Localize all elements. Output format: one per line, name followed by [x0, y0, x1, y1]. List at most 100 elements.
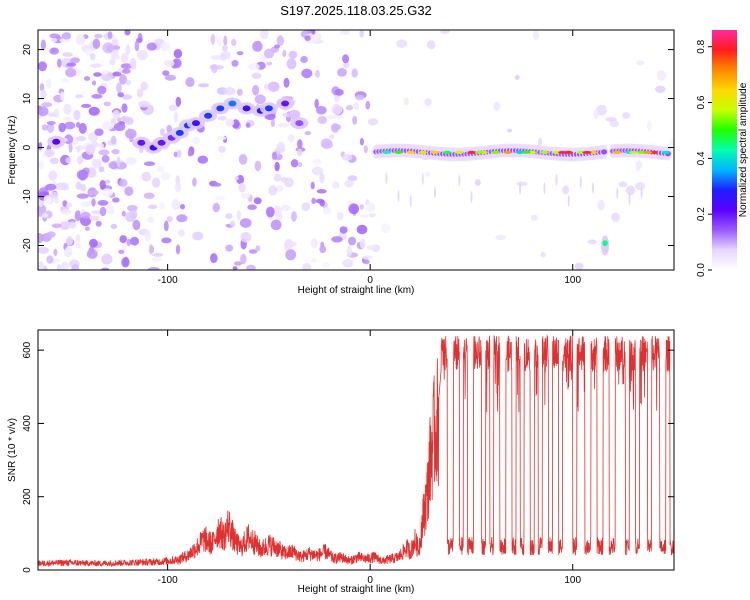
spectrogram-cell [163, 59, 175, 68]
spectrogram-cell [346, 246, 353, 257]
spectrogram-cell [360, 214, 369, 218]
spectrogram-cell [51, 223, 62, 229]
spectrogram-cell [157, 139, 166, 146]
spectrogram-cell [136, 37, 143, 43]
spectrogram-cell [43, 195, 52, 205]
spectrogram-cell [173, 111, 179, 123]
spectrogram-cell [94, 128, 104, 136]
spectrogram-cell [312, 158, 322, 165]
spectrogram-cell [116, 156, 121, 168]
spectrogram-cell [80, 215, 92, 226]
spectrogram-cell [117, 67, 123, 73]
spectrogram-cell [288, 50, 298, 59]
spectrogram-cell [359, 204, 364, 210]
spectrogram-cell [252, 85, 260, 96]
spectrogram-cell [355, 94, 365, 101]
spectrogram-cell [91, 158, 102, 169]
spectrogram-cell [661, 150, 670, 154]
spectrogram-cell [76, 146, 81, 153]
spectrogram-cell [103, 101, 111, 107]
spectrogram-cell [596, 104, 607, 116]
spectrogram-cell [332, 181, 340, 189]
spectrogram-cell [567, 195, 570, 207]
spectrogram-cell [431, 150, 439, 154]
spectrogram-cell [125, 157, 137, 165]
spectrogram-cell [406, 150, 415, 154]
spectrogram-cell [421, 172, 424, 185]
spectrogram-cell [101, 155, 110, 163]
snr-y-axis-title: SNR (10 * v/v) [7, 418, 18, 482]
spectrogram-cell [204, 112, 213, 119]
spectrogram-cell [216, 136, 227, 141]
spectrogram-cell [348, 236, 357, 246]
spectrogram-cell [129, 209, 138, 219]
spectrogram-cell [260, 30, 269, 40]
spectrogram-cell [99, 206, 107, 217]
spectrogram-cell [56, 182, 69, 187]
spectrogram-cell [310, 238, 318, 249]
spectrogram-cell [41, 124, 49, 131]
spectrogram-cell [528, 150, 537, 154]
spectrogram-cell [424, 171, 431, 177]
spectrogram-cell [46, 121, 56, 125]
spectrogram-cell [267, 81, 280, 92]
spectrogram-cell [302, 262, 312, 270]
spectrogram-cell [176, 149, 182, 158]
spectrogram-cell [70, 57, 80, 64]
spectrogram-cell [210, 253, 218, 264]
spectrogram-cell [176, 214, 188, 223]
spectrogram-cell [574, 262, 584, 270]
spectrogram-cell [91, 198, 96, 207]
spectrogram-cell [87, 189, 99, 196]
spectrogram-cell [274, 44, 281, 49]
spectrogram-cell [315, 105, 327, 115]
spectrogram-cell [359, 238, 366, 249]
spectrogram-cell [331, 236, 343, 243]
spectrogram-cell [147, 216, 155, 224]
spectrogram-cell [71, 263, 80, 270]
spectrogram-cell [443, 150, 452, 154]
spectrogram-cell [88, 106, 100, 116]
spectrogram-cell [362, 255, 373, 260]
spectrogram-cell [83, 76, 91, 81]
spectrogram-cell [164, 74, 177, 81]
spectrogram-cell [394, 150, 403, 154]
spectrogram-cell [98, 166, 105, 173]
spectrogram-cell [101, 267, 110, 270]
spectrogram-cell [317, 116, 327, 124]
snr-frame [37, 329, 675, 571]
spectrogram-cell [245, 122, 251, 128]
spectrogram-cell [163, 220, 169, 232]
spectrogram-cell [78, 122, 87, 134]
spectrogram-cell [210, 33, 215, 45]
spectrogram-cell [46, 231, 56, 238]
spectrogram-cell [138, 100, 151, 108]
spectrogram-cell [38, 142, 43, 151]
colorbar: 0.0 0.2 0.4 0.6 0.8 Normalized spectral ampl… [696, 30, 749, 277]
spectrogram-cell [129, 57, 137, 68]
spectrogram-cell [618, 181, 628, 188]
spectrogram-cell [231, 59, 239, 67]
spectrogram-cell [111, 148, 120, 155]
spectrogram-cell [229, 220, 236, 227]
spectrogram-cell [592, 181, 594, 194]
spectrogram-cell [53, 248, 58, 256]
x-tick-label: 100 [564, 275, 581, 286]
spectrogram-cell [80, 183, 87, 192]
spectrogram-cell [234, 261, 242, 266]
spectrogram-cell [365, 100, 371, 110]
spectrogram-cell [192, 177, 197, 187]
spectrogram-cell [102, 42, 114, 54]
spectrogram-cell [91, 94, 103, 99]
spectrogram-cell [65, 67, 77, 78]
spectrogram-cell [175, 244, 181, 255]
spectrogram-cell [649, 150, 658, 154]
spectrogram-cell [239, 218, 252, 228]
spectrogram-cell [38, 246, 50, 254]
spectrogram-cell [367, 118, 378, 126]
spectrogram-cell [125, 79, 132, 86]
spectrogram-cell [277, 122, 289, 128]
spectrogram-frame [37, 29, 675, 271]
spectrogram-cell [161, 237, 172, 244]
spectrogram-cell [246, 264, 256, 270]
